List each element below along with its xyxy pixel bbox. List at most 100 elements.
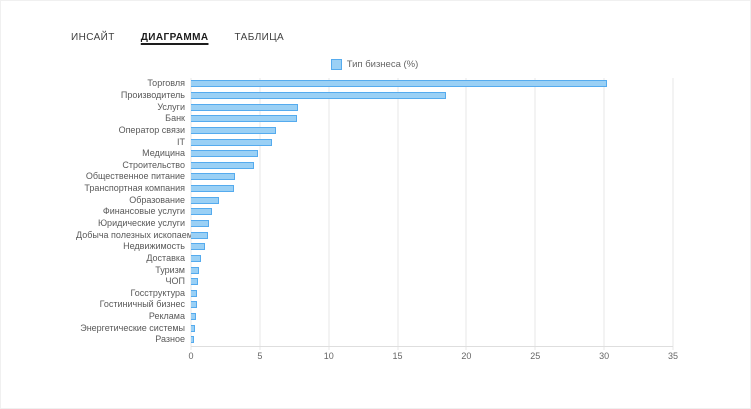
plot-area[interactable]: Торговля Производитель Услуги Банк Оператор … — [76, 78, 678, 361]
chart-row: Туризм — [76, 264, 673, 276]
view-tabs: ИНСАЙТ ДИАГРАММА ТАБЛИЦА — [71, 32, 284, 43]
chart-row: ЧОП — [76, 276, 673, 288]
chart-row: Образование — [76, 194, 673, 206]
bar-track — [191, 264, 673, 276]
bar[interactable] — [191, 254, 201, 262]
chart-row: Гостиничный бизнес — [76, 299, 673, 311]
bar-track — [191, 299, 673, 311]
bar[interactable] — [191, 278, 198, 286]
bar[interactable] — [191, 289, 198, 297]
bar[interactable] — [191, 126, 277, 134]
chart-row: Услуги — [76, 101, 673, 113]
bar[interactable] — [191, 196, 219, 204]
bar-track — [191, 171, 673, 183]
chart-row: Недвижимость — [76, 241, 673, 253]
bar[interactable] — [191, 220, 209, 227]
chart-row: Банк — [76, 113, 673, 125]
bar-track — [191, 311, 673, 323]
x-tick-label: 20 — [461, 351, 472, 361]
x-tick-label: 35 — [667, 351, 679, 361]
bar[interactable] — [191, 231, 208, 239]
bar-track — [191, 288, 673, 300]
bar[interactable] — [191, 324, 196, 332]
bar[interactable] — [191, 115, 298, 123]
bar[interactable] — [191, 91, 446, 99]
chart-row: Энергетические системы — [76, 322, 673, 334]
bar-track — [191, 253, 673, 265]
category-label: Доставка — [146, 252, 185, 263]
x-tick-label: 25 — [530, 351, 541, 361]
category-label: Торговля — [147, 78, 185, 89]
chart-row: Транспортная компания — [76, 183, 673, 195]
x-axis-line — [191, 346, 673, 347]
bar-track — [191, 322, 673, 334]
category-label: Добыча полезных ископаемых — [76, 229, 204, 240]
bar-track — [191, 90, 673, 102]
bar[interactable] — [191, 103, 299, 111]
bar-track — [191, 194, 673, 206]
chart-row: Госструктура — [76, 288, 673, 300]
chart-rows: Торговля Производитель Услуги Банк Оператор … — [76, 78, 673, 346]
bar[interactable] — [191, 243, 205, 251]
category-label: Банк — [165, 113, 185, 124]
bar-track — [191, 78, 673, 90]
bar[interactable] — [191, 313, 196, 321]
category-label: IT — [177, 136, 185, 147]
bar[interactable] — [191, 208, 212, 216]
bar[interactable] — [191, 173, 236, 181]
x-tick-label: 0 — [188, 351, 194, 361]
x-tick-label: 10 — [323, 351, 334, 361]
bar[interactable] — [191, 185, 234, 193]
category-label: Общественное питание — [85, 171, 185, 182]
chart-row: Производитель — [76, 90, 673, 102]
category-label: Туризм — [155, 264, 185, 275]
tab-table[interactable]: ТАБЛИЦА — [234, 32, 285, 43]
chart-row: Финансовые услуги — [76, 206, 673, 218]
chart-row: Торговля — [76, 78, 673, 90]
category-label: Транспортная компания — [84, 183, 185, 194]
chart-row: Юридические услуги — [76, 218, 673, 230]
bar-track — [191, 125, 673, 137]
chart-legend[interactable]: Тип бизнеса (%) — [76, 57, 673, 71]
x-axis-labels: 0 5 10 15 20 25 30 35 — [188, 351, 678, 364]
category-label: Реклама — [148, 311, 185, 322]
x-tick-label: 30 — [599, 351, 610, 361]
category-label: Энергетические системы — [80, 322, 185, 333]
chart-row: Медицина — [76, 148, 673, 160]
bar[interactable] — [191, 80, 607, 88]
bar[interactable] — [191, 301, 197, 309]
category-label: Производитель — [120, 89, 185, 100]
legend-label: Тип бизнеса (%) — [346, 58, 419, 70]
category-label: Юридические услуги — [97, 218, 185, 228]
bar[interactable] — [191, 138, 273, 146]
bar-track — [191, 183, 673, 195]
legend-swatch-icon — [330, 58, 342, 70]
bar-track — [191, 148, 673, 160]
category-label: Услуги — [157, 101, 185, 112]
bar-track — [191, 113, 673, 125]
category-label: Финансовые услуги — [102, 206, 185, 217]
category-label: Разное — [155, 334, 185, 345]
chart-row: Общественное питание — [76, 171, 673, 183]
x-tick-label: 15 — [392, 351, 403, 361]
bar-track — [191, 276, 673, 288]
tab-diagram[interactable]: ДИАГРАММА — [140, 32, 209, 43]
chart-row: Строительство — [76, 159, 673, 171]
bar-track — [191, 334, 673, 346]
bar[interactable] — [191, 161, 255, 169]
bar[interactable] — [191, 150, 259, 158]
bar-track — [191, 241, 673, 253]
chart-row: Разное — [76, 334, 673, 346]
bar[interactable] — [191, 266, 200, 274]
tab-insight[interactable]: ИНСАЙТ — [71, 32, 115, 43]
category-label: Оператор связи — [118, 124, 185, 135]
bar-track — [191, 101, 673, 113]
category-label: Гостиничный бизнес — [99, 299, 185, 310]
bar-track — [191, 218, 673, 230]
bar[interactable] — [191, 336, 194, 344]
x-tick-label: 5 — [257, 351, 263, 361]
category-label: Медицина — [142, 148, 185, 159]
bar-track — [191, 136, 673, 148]
bar-track — [191, 159, 673, 171]
